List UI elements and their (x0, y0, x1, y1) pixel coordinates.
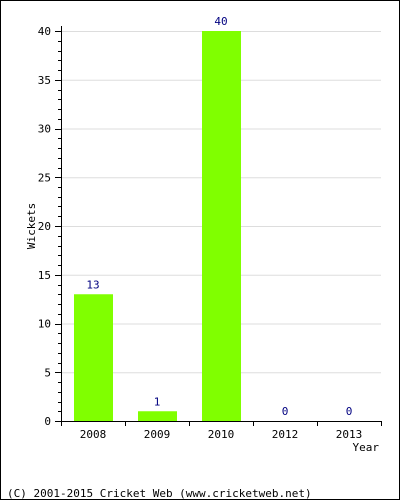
y-tick-label: 35 (38, 74, 51, 87)
bar-2009 (138, 411, 177, 421)
data-label: 0 (346, 405, 353, 418)
data-label: 13 (86, 278, 99, 291)
y-axis-label: Wickets (25, 203, 38, 249)
data-label: 40 (214, 15, 227, 28)
y-tick-label: 0 (44, 415, 51, 428)
y-tick-label: 15 (38, 269, 51, 282)
x-tick-label: 2010 (208, 428, 235, 441)
x-tick-label: 2013 (336, 428, 363, 441)
y-ticks: 0 5 10 15 20 25 30 35 40 (38, 25, 61, 428)
data-label: 1 (154, 395, 161, 408)
y-tick-label: 5 (44, 366, 51, 379)
y-tick-label: 40 (38, 25, 51, 38)
x-tick-label: 2008 (80, 428, 107, 441)
x-axis-label: Year (353, 441, 380, 454)
y-tick-label: 25 (38, 171, 51, 184)
x-ticks: 2008 2009 2010 2012 2013 (61, 421, 382, 441)
copyright-footer: (C) 2001-2015 Cricket Web (www.cricketwe… (7, 487, 312, 500)
y-tick-label: 20 (38, 220, 51, 233)
data-labels: 13 1 40 0 0 (86, 15, 352, 418)
x-tick-label: 2012 (272, 428, 299, 441)
y-tick-label: 10 (38, 318, 51, 331)
x-tick-label: 2009 (144, 428, 171, 441)
bars (74, 31, 241, 421)
bar-2008 (74, 294, 113, 421)
data-label: 0 (282, 405, 289, 418)
y-tick-label: 30 (38, 123, 51, 136)
bar-2010 (202, 31, 241, 421)
axes (61, 26, 381, 422)
